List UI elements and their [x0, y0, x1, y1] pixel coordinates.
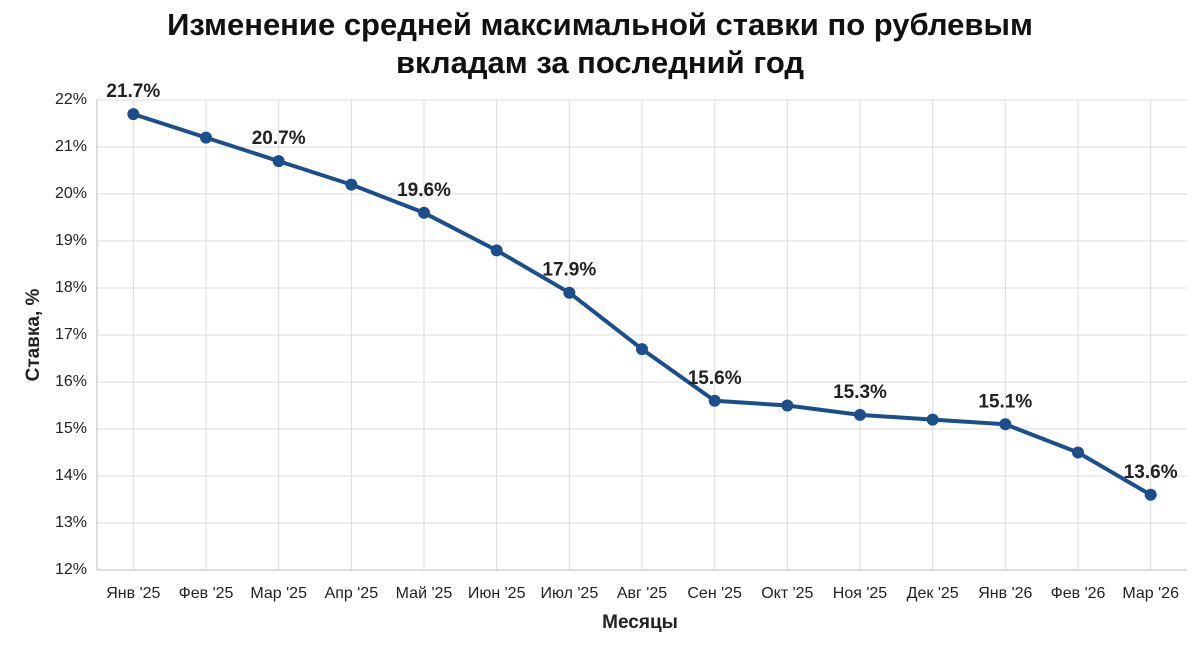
point — [490, 244, 503, 257]
x-tick-label: Авг '25 — [617, 585, 667, 602]
point — [418, 206, 430, 219]
point — [854, 408, 866, 421]
point — [636, 343, 648, 356]
value-label: 17.9% — [542, 260, 596, 281]
value-label: 21.7% — [106, 81, 160, 102]
y-tick-label: 15% — [55, 420, 87, 437]
point — [563, 286, 576, 299]
y-tick-label: 14% — [55, 467, 87, 484]
y-tick-label: 21% — [55, 138, 87, 155]
value-label: 15.3% — [833, 382, 887, 403]
x-tick-label: Апр '25 — [325, 585, 379, 602]
y-tick-label: 19% — [55, 232, 87, 249]
x-tick-label: Дек '25 — [907, 585, 959, 602]
y-tick-label: 16% — [55, 373, 87, 390]
y-tick-label: 17% — [55, 326, 87, 343]
point — [926, 413, 939, 426]
point — [127, 108, 140, 121]
point — [345, 178, 358, 191]
value-label: 20.7% — [252, 128, 306, 149]
x-tick-label: Мар '26 — [1122, 585, 1179, 602]
x-tick-label: Июл '25 — [540, 585, 598, 602]
point — [1072, 446, 1084, 459]
value-label: 15.6% — [688, 368, 742, 389]
x-tick-label: Июн '25 — [468, 585, 526, 602]
x-tick-label: Фев '25 — [179, 585, 234, 602]
value-label: 19.6% — [397, 180, 451, 201]
x-tick-label: Май '25 — [396, 585, 453, 602]
point — [999, 418, 1012, 431]
point — [781, 399, 794, 412]
point — [272, 155, 285, 168]
y-tick-label: 20% — [55, 185, 87, 202]
x-tick-label: Ноя '25 — [833, 585, 888, 602]
x-axis-label: Месяцы — [602, 612, 678, 633]
y-tick-label: 12% — [55, 561, 87, 578]
value-label: 13.6% — [1124, 462, 1178, 483]
y-tick-label: 22% — [55, 91, 87, 108]
point — [1144, 488, 1157, 501]
y-axis-label: Ставка, % — [23, 288, 44, 381]
value-label: 15.1% — [978, 391, 1032, 412]
x-tick-label: Фев '26 — [1051, 585, 1106, 602]
x-tick-label: Сен '25 — [687, 585, 742, 602]
x-tick-label: Окт '25 — [761, 585, 813, 602]
y-tick-label: 18% — [55, 279, 87, 296]
point — [200, 131, 212, 144]
x-tick-label: Мар '25 — [250, 585, 307, 602]
point — [708, 394, 721, 407]
x-tick-label: Янв '25 — [106, 585, 160, 602]
x-tick-label: Янв '26 — [978, 585, 1032, 602]
y-tick-label: 13% — [55, 514, 87, 531]
chart-title: Изменение средней максимальной ставки по… — [167, 7, 1033, 80]
